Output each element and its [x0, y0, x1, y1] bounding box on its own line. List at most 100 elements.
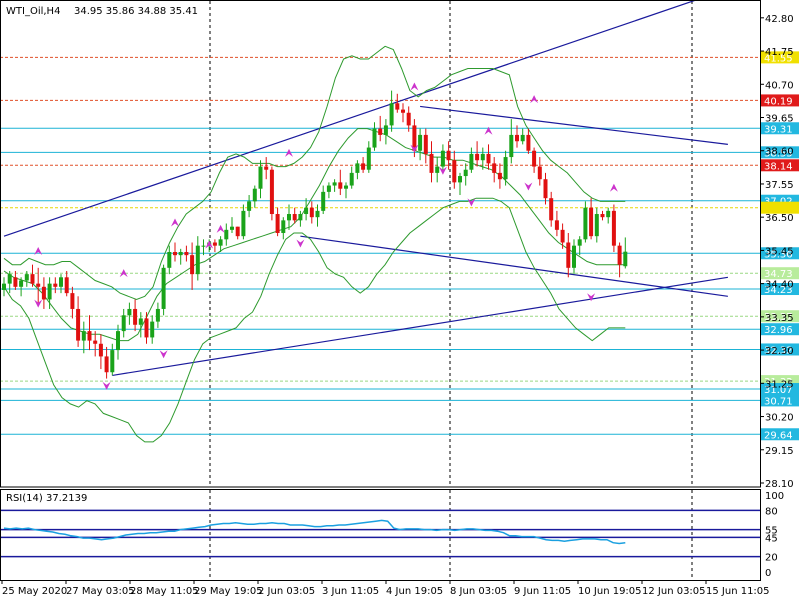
fractal-up-icon: [609, 183, 618, 192]
candle-body: [241, 210, 246, 237]
x-tick-label: 10 Jun 19:05: [578, 586, 642, 597]
candle-body: [287, 214, 291, 221]
candle-body: [623, 251, 628, 267]
fractal-down-icon: [34, 299, 43, 308]
candle-body: [372, 128, 377, 148]
level-label: 41.55: [764, 53, 793, 64]
candle-body: [344, 185, 348, 189]
fractal-down-icon: [438, 166, 447, 175]
bollinger-band-line: [3, 197, 626, 443]
candle-body: [452, 160, 457, 183]
level-label: 33.37: [764, 312, 793, 323]
candle-body: [161, 267, 166, 309]
y-tick-label: 29.15: [765, 446, 794, 457]
candle-body: [36, 283, 41, 287]
candle-body: [19, 280, 24, 287]
candle-body: [321, 191, 326, 211]
rsi-panel[interactable]: [0, 490, 760, 580]
candle-body: [178, 251, 183, 256]
candle-body: [144, 318, 149, 338]
fractal-down-icon: [102, 381, 111, 390]
level-label: 40.19: [764, 96, 793, 107]
candle-body: [264, 166, 269, 170]
rsi-tick-label: 100: [765, 491, 784, 502]
candle-body: [401, 109, 405, 113]
fractal-up-icon: [410, 82, 419, 91]
candle-body: [378, 128, 383, 135]
candle-body: [458, 176, 462, 183]
candle-body: [526, 134, 531, 151]
candle-body: [549, 198, 554, 221]
level-label-bg: [761, 267, 799, 280]
candle-body: [275, 214, 280, 234]
level-label: 39.31: [764, 124, 793, 135]
candle-body: [184, 251, 189, 256]
candle-body: [224, 229, 229, 240]
candle-body: [87, 331, 92, 341]
candle-body: [554, 220, 559, 230]
x-tick-label: 9 Jun 11:05: [514, 586, 571, 597]
x-tick-label: 29 May 19:05: [194, 586, 263, 597]
candle-body: [349, 172, 354, 186]
level-label-bg: [761, 146, 799, 159]
price-panel[interactable]: [0, 0, 760, 487]
candle-body: [173, 251, 177, 256]
y-tick-label: 41.75: [765, 47, 794, 58]
y-tick-label: 36.50: [765, 213, 794, 224]
candle-body: [116, 331, 120, 351]
candle-body: [121, 315, 126, 332]
fractal-down-icon: [159, 350, 168, 359]
level-label: 31.32: [764, 377, 793, 388]
level-label-bg: [761, 323, 799, 336]
candle-body: [292, 214, 297, 221]
level-label-bg: [761, 94, 799, 107]
candle-body: [583, 207, 588, 240]
y-tick-label: 30.20: [765, 413, 794, 424]
candle-body: [435, 166, 440, 173]
level-label: 31.07: [764, 385, 793, 396]
candle-body: [13, 277, 18, 287]
level-label: 29.64: [764, 430, 793, 441]
candle-body: [230, 226, 234, 230]
candle-body: [594, 214, 599, 237]
trendline: [420, 105, 728, 145]
candle-body: [389, 103, 394, 126]
fractal-down-icon: [587, 293, 596, 302]
candle-body: [150, 321, 155, 338]
fractal-up-icon: [530, 95, 539, 104]
y-tick-label: 40.70: [765, 80, 794, 91]
candle-body: [492, 163, 497, 173]
x-tick-label: 3 Jun 11:05: [322, 586, 379, 597]
candle-body: [395, 103, 400, 110]
trendline: [300, 235, 728, 297]
candle-body: [167, 251, 172, 268]
fractal-up-icon: [216, 224, 225, 233]
candle-body: [412, 125, 417, 151]
candle-body: [59, 277, 63, 287]
level-label: 30.71: [764, 396, 793, 407]
candle-body: [70, 293, 75, 309]
candle-body: [611, 210, 616, 246]
candle-body: [235, 226, 240, 237]
y-tick-label: 31.25: [765, 379, 794, 390]
y-tick-label: 37.55: [765, 180, 794, 191]
candle-body: [76, 308, 81, 341]
level-label-bg: [761, 51, 799, 64]
candle-body: [440, 150, 445, 167]
level-label: 32.32: [764, 345, 793, 356]
level-label-band: [761, 201, 799, 214]
candle-body: [332, 182, 337, 186]
level-label-bg: [761, 428, 799, 441]
candle-body: [201, 245, 206, 247]
level-label: 38.14: [764, 161, 793, 172]
bollinger-band-line: [3, 45, 626, 301]
rsi-tick-label: 45: [765, 533, 778, 544]
candle-body: [81, 331, 86, 341]
level-label-bg: [761, 383, 799, 396]
x-tick-label: 4 Jun 19:05: [386, 586, 443, 597]
candle-body: [475, 153, 480, 161]
candle-body: [98, 343, 103, 357]
candle-body: [304, 207, 309, 215]
